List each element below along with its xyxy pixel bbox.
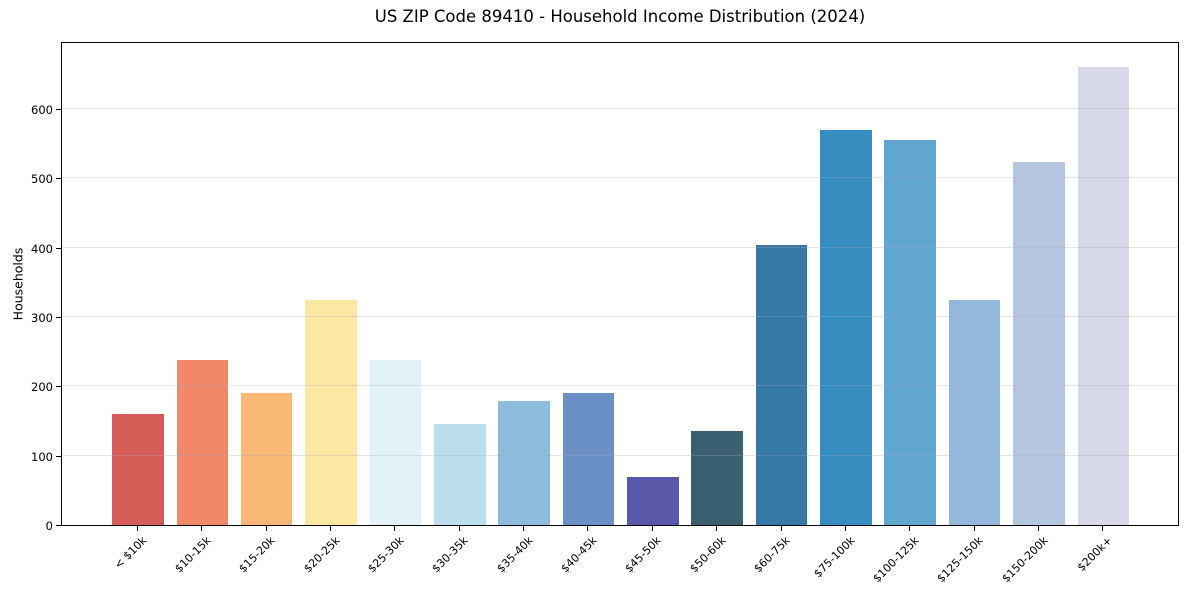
x-tick-label: $50-60k [687,534,729,576]
x-tick-label: $45-50k [622,534,665,576]
gridline-y-100 [62,454,1178,456]
x-tick-mark [523,526,525,531]
x-tick-mark [909,526,911,531]
y-tick-mark [56,178,61,180]
x-tick-label: < $10k [111,534,150,572]
y-tick-mark [56,108,61,110]
y-tick-label: 200 [31,380,53,395]
x-tick-label: $100-125k [870,534,922,586]
gridline-y-600 [62,107,1178,109]
gridline-y-200 [62,385,1178,387]
x-tick-label: $30-35k [429,534,471,576]
bar-25-30k [369,359,422,525]
x-tick-mark [458,526,460,531]
bar-40-45k [562,393,615,525]
bar-150-200k [1013,162,1065,525]
bar-75-100k [820,129,872,525]
x-tick-label: $60-75k [751,534,793,576]
bar-15-20k [240,392,293,525]
x-tick-label: $125-150k [934,534,986,586]
x-tick-label: $40-45k [558,534,600,576]
y-tick-label: 0 [45,519,53,533]
y-tick-label: 400 [31,241,53,256]
x-tick-label: $20-25k [300,534,343,576]
y-tick-mark [56,316,61,318]
x-tick-label: $35-40k [494,534,536,576]
x-tick-mark [137,526,138,531]
gridline-y-300 [62,315,1178,317]
bar-10-15k [176,359,229,525]
bar-100-125k [884,140,936,525]
bar-10k [112,414,164,525]
y-tick-mark [56,455,61,457]
y-tick-label: 100 [31,449,53,464]
x-tick-mark [844,526,846,531]
x-tick-label: $200k+ [1074,534,1115,575]
bar-200k+ [1077,67,1129,525]
x-tick-mark [201,526,203,531]
bar-20-25k [305,299,357,525]
gridline-y-400 [62,246,1178,248]
gridline-y-500 [62,177,1178,179]
x-tick-mark [330,526,332,531]
y-tick-mark [56,247,61,249]
x-tick-label: $15-20k [236,534,278,576]
x-tick-mark [265,526,267,531]
y-tick-label: 300 [31,310,53,325]
chart-title: US ZIP Code 89410 - Household Income Dis… [374,7,866,26]
x-tick-mark [651,526,653,531]
plot-area [61,42,1179,526]
x-tick-mark [587,526,589,531]
bar-60-75k [755,244,808,525]
y-tick-mark [56,525,61,526]
x-tick-label: $150-200k [998,534,1051,586]
y-tick-mark [56,386,61,388]
x-tick-mark [1102,526,1104,531]
y-tick-label: 600 [31,102,53,117]
bar-125-150k [948,299,1001,525]
bar-30-35k [434,424,486,525]
bar-35-40k [498,400,550,525]
x-tick-mark [394,526,396,531]
x-tick-mark [716,526,718,531]
bar-45-50k [627,477,679,525]
x-tick-mark [1037,526,1039,531]
x-tick-label: $75-100k [810,534,858,581]
y-tick-label: 500 [31,172,53,187]
x-tick-label: $10-15k [172,534,214,576]
y-axis-label: Households [10,247,26,321]
bar-50-60k [691,431,743,525]
x-tick-mark [780,526,782,531]
x-tick-label: $25-30k [365,534,407,576]
x-tick-mark [973,526,975,531]
